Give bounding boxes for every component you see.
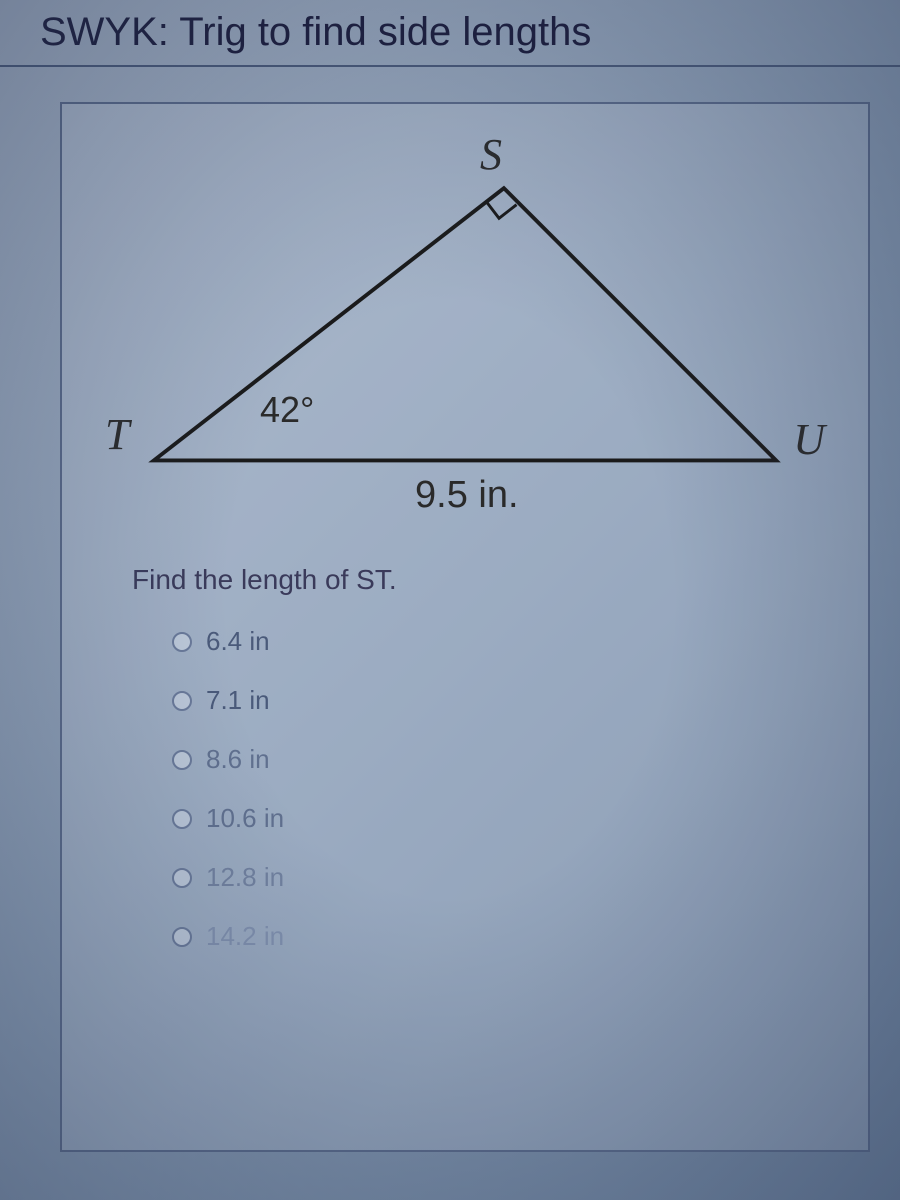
option-label: 12.8 in — [206, 862, 284, 893]
question-panel: S T U 42° 9.5 in. Find the length of ST.… — [60, 102, 870, 1152]
question-prompt: Find the length of ST. — [132, 564, 838, 596]
option-label: 14.2 in — [206, 921, 284, 952]
option-row[interactable]: 8.6 in — [172, 744, 838, 775]
option-row[interactable]: 12.8 in — [172, 862, 838, 893]
radio-icon[interactable] — [172, 691, 192, 711]
triangle-shape — [154, 188, 776, 460]
radio-icon[interactable] — [172, 927, 192, 947]
right-angle-marker — [486, 202, 516, 219]
page-title: SWYK: Trig to find side lengths — [0, 0, 900, 67]
option-label: 10.6 in — [206, 803, 284, 834]
vertex-t-label: T — [105, 409, 129, 460]
option-row[interactable]: 14.2 in — [172, 921, 838, 952]
side-tu-label: 9.5 in. — [415, 474, 519, 517]
triangle-diagram: S T U 42° 9.5 in. — [115, 144, 815, 524]
triangle-svg — [115, 144, 815, 524]
vertex-u-label: U — [793, 414, 825, 465]
radio-icon[interactable] — [172, 809, 192, 829]
option-row[interactable]: 7.1 in — [172, 685, 838, 716]
radio-icon[interactable] — [172, 868, 192, 888]
option-row[interactable]: 10.6 in — [172, 803, 838, 834]
option-label: 8.6 in — [206, 744, 270, 775]
option-row[interactable]: 6.4 in — [172, 626, 838, 657]
vertex-s-label: S — [480, 129, 502, 180]
option-label: 7.1 in — [206, 685, 270, 716]
option-label: 6.4 in — [206, 626, 270, 657]
answer-options: 6.4 in 7.1 in 8.6 in 10.6 in 12.8 in 14.… — [172, 626, 838, 952]
radio-icon[interactable] — [172, 632, 192, 652]
radio-icon[interactable] — [172, 750, 192, 770]
angle-t-label: 42° — [260, 389, 314, 431]
